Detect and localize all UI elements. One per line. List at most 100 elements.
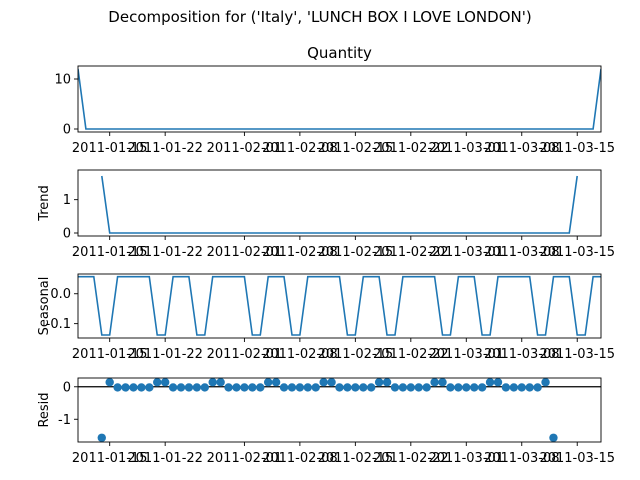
resid-point	[271, 378, 281, 387]
x-tick-label: 2011-02-08	[262, 347, 338, 362]
y-tick-label: 1	[63, 193, 71, 208]
x-tick-label: 2011-03-15	[539, 451, 615, 466]
x-tick-label: 2011-02-01	[207, 347, 283, 362]
resid-point	[97, 433, 106, 442]
seasonal-ylabel: Seasonal	[37, 277, 52, 336]
resid-point	[145, 383, 154, 392]
x-tick-label: 2011-02-22	[373, 245, 449, 260]
y-tick-label: 0	[63, 380, 71, 395]
x-tick-label: 2011-02-08	[262, 245, 338, 260]
resid-point	[477, 383, 487, 392]
resid-point	[184, 383, 194, 392]
trend-ylabel: Trend	[37, 185, 52, 222]
x-tick-label: 2011-01-15	[72, 245, 148, 260]
resid-point	[224, 383, 233, 392]
resid-point	[509, 383, 519, 392]
x-tick-label: 2011-03-15	[539, 141, 615, 156]
resid-point	[176, 383, 186, 392]
x-tick-label: 2011-02-08	[262, 451, 338, 466]
resid-ylabel: Resid	[37, 392, 52, 427]
x-tick-label: 2011-01-22	[127, 245, 203, 260]
resid-point	[366, 383, 376, 392]
x-tick-label: 2011-01-22	[127, 451, 203, 466]
y-tick-label: 0	[63, 227, 71, 242]
resid-point	[263, 378, 273, 387]
x-tick-label: 2011-01-22	[127, 141, 203, 156]
resid-point	[303, 383, 313, 392]
x-tick-label: 2011-02-15	[318, 141, 394, 156]
resid-point	[105, 378, 114, 387]
resid-point	[501, 383, 511, 392]
resid-point	[541, 378, 550, 387]
resid-point	[216, 378, 225, 387]
resid-point	[240, 383, 249, 392]
x-tick-label: 2011-02-22	[373, 347, 449, 362]
resid-point	[287, 383, 297, 392]
resid-point	[208, 378, 217, 387]
observed-axes-frame	[77, 65, 602, 133]
resid-point	[121, 383, 130, 392]
resid-point	[256, 383, 265, 392]
resid-point	[192, 383, 202, 392]
x-tick-label: 2011-02-15	[318, 347, 394, 362]
x-tick-label: 2011-03-01	[429, 245, 505, 260]
resid-point	[295, 383, 305, 392]
resid-point	[422, 383, 431, 392]
y-tick-label: -0.1	[46, 317, 71, 332]
resid-point	[446, 383, 455, 392]
x-tick-label: 2011-02-01	[207, 141, 283, 156]
x-tick-label: 2011-03-08	[484, 451, 560, 466]
data-layer	[78, 275, 601, 336]
resid-point	[311, 383, 320, 392]
y-tick-label: 10	[54, 73, 71, 88]
resid-point	[549, 433, 558, 442]
x-tick-label: 2011-03-08	[484, 347, 560, 362]
x-tick-label: 2011-02-01	[207, 245, 283, 260]
seasonal-series-line	[78, 275, 601, 336]
x-tick-label: 2011-03-01	[429, 451, 505, 466]
resid-point	[525, 383, 534, 392]
observed-title: Quantity	[307, 44, 372, 62]
x-tick-label: 2011-03-15	[539, 347, 615, 362]
x-tick-label: 2011-02-22	[373, 141, 449, 156]
resid-point	[248, 383, 257, 392]
figure-suptitle: Decomposition for ('Italy', 'LUNCH BOX I…	[108, 8, 531, 26]
resid-point	[493, 378, 503, 387]
resid-point	[160, 378, 170, 387]
resid-point	[414, 383, 423, 392]
x-tick-label: 2011-01-15	[72, 141, 148, 156]
resid-point	[470, 383, 479, 392]
x-tick-label: 2011-02-01	[207, 451, 283, 466]
seasonal-axes-frame	[77, 273, 602, 339]
resid-point	[359, 383, 368, 392]
resid-axes-frame	[77, 377, 602, 443]
data-layer	[101, 175, 578, 234]
resid-point	[279, 383, 289, 392]
y-tick-label: 0	[63, 123, 71, 138]
data-layer	[78, 378, 601, 442]
resid-point	[390, 383, 400, 392]
trend-series-line	[101, 175, 578, 234]
x-tick-label: 2011-03-08	[484, 141, 560, 156]
x-tick-label: 2011-02-22	[373, 451, 449, 466]
resid-point	[153, 378, 162, 387]
resid-point	[200, 383, 209, 392]
x-tick-label: 2011-02-15	[318, 245, 394, 260]
x-tick-label: 2011-02-08	[262, 141, 338, 156]
resid-point	[517, 383, 526, 392]
x-tick-label: 2011-01-15	[72, 347, 148, 362]
resid-point	[343, 383, 352, 392]
resid-point	[398, 383, 408, 392]
resid-point	[454, 383, 463, 392]
resid-point	[406, 383, 416, 392]
resid-point	[430, 378, 439, 387]
resid-point	[327, 378, 336, 387]
resid-point	[319, 378, 328, 387]
y-tick-label: 0.0	[50, 287, 71, 302]
resid-point	[462, 383, 471, 392]
